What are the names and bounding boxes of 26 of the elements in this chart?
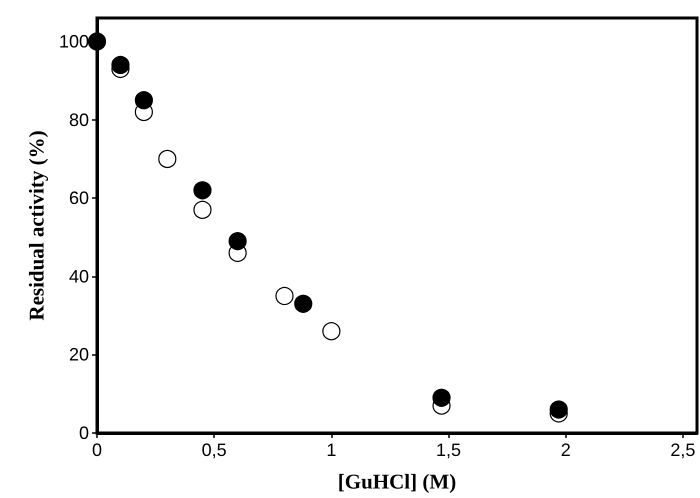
point bbox=[193, 181, 212, 200]
x-tick-label: 0,5 bbox=[202, 440, 227, 460]
point bbox=[294, 294, 312, 313]
x-tick-label: 1,5 bbox=[436, 440, 462, 460]
point bbox=[550, 400, 568, 419]
y-axis-title: Residual activity (%) bbox=[24, 130, 48, 321]
y-tick-label: 100 bbox=[58, 31, 89, 52]
y-tick-label: 60 bbox=[68, 188, 89, 208]
y-tick-label: 20 bbox=[68, 344, 89, 365]
x-tick-label: 2 bbox=[560, 440, 571, 460]
point bbox=[228, 232, 247, 250]
point bbox=[432, 388, 451, 407]
point bbox=[88, 32, 106, 51]
x-tick-label: 1 bbox=[326, 440, 336, 460]
x-tick-label: 0 bbox=[92, 440, 102, 460]
point bbox=[322, 322, 340, 340]
point bbox=[111, 56, 130, 74]
point bbox=[275, 286, 294, 306]
point bbox=[193, 200, 212, 219]
y-tick-label: 0 bbox=[78, 423, 89, 443]
x-tick-label: 2,5 bbox=[670, 440, 696, 460]
y-tick-label: 80 bbox=[68, 110, 89, 130]
point bbox=[134, 91, 153, 110]
x-axis-title: [GuHCl] (M) bbox=[338, 470, 456, 494]
y-tick-label: 40 bbox=[68, 266, 89, 286]
point bbox=[158, 150, 176, 168]
